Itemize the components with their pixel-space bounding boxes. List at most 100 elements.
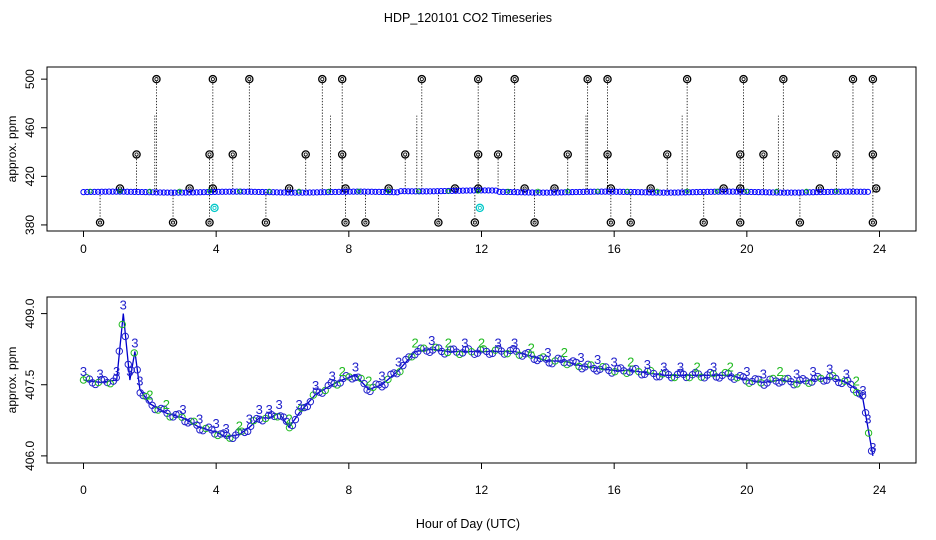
mean-point <box>525 189 532 196</box>
sample-point <box>133 366 141 374</box>
extreme-point <box>662 150 672 159</box>
sample-point <box>121 332 129 341</box>
extreme-point-inner <box>738 186 743 191</box>
mean-point <box>405 188 412 195</box>
mean-point <box>167 189 175 196</box>
sample-point <box>667 373 676 382</box>
top-plot-area <box>80 74 881 227</box>
mean-point <box>609 188 616 195</box>
extreme-point-inner <box>98 220 103 225</box>
sample-count-label: 3 <box>869 440 876 455</box>
extreme-point <box>115 184 125 193</box>
mean-point <box>813 189 820 196</box>
sample-point <box>396 367 404 376</box>
extreme-point <box>759 150 768 159</box>
mean-point <box>766 189 773 196</box>
extreme-point <box>735 218 745 227</box>
sample-count-label: 3 <box>329 369 336 384</box>
mean-point <box>828 188 835 195</box>
mean-point <box>817 188 824 196</box>
top-x-tick-label: 8 <box>345 242 352 256</box>
mean-point <box>412 188 419 195</box>
extreme-point-inner <box>117 186 122 191</box>
top-x-tick-label: 0 <box>80 242 87 256</box>
mean-point <box>547 189 554 196</box>
sample-count-label: 3 <box>113 364 120 379</box>
sample-count-label: 2 <box>528 340 535 355</box>
mean-point <box>226 188 233 195</box>
extreme-point <box>606 184 616 193</box>
mean-point <box>361 188 368 195</box>
sample-count-label: 3 <box>660 359 667 374</box>
extreme-point <box>205 150 214 159</box>
sample-point <box>790 381 798 389</box>
mean-point <box>131 188 138 195</box>
extreme-point <box>210 203 219 213</box>
mean-point <box>397 188 405 195</box>
mean-point <box>686 189 693 196</box>
mean-point <box>328 188 335 196</box>
top-y-axis: 380 420 460 500 <box>23 69 47 235</box>
mean-point <box>375 188 383 195</box>
bottom-x-tick-label: 24 <box>873 483 887 497</box>
bottom-x-tick-label: 0 <box>80 483 87 497</box>
top-y-tick-label: 500 <box>23 69 37 89</box>
mean-point <box>740 188 747 195</box>
mean-point <box>842 188 850 195</box>
top-x-tick-label: 4 <box>213 242 220 256</box>
sample-count-label: 2 <box>146 388 153 403</box>
top-plot-frame <box>46 66 917 232</box>
mean-point <box>616 188 623 195</box>
extreme-point <box>95 218 105 227</box>
mean-point <box>120 188 127 195</box>
mean-point <box>478 187 485 194</box>
mean-point <box>197 189 204 196</box>
mean-point <box>80 189 87 196</box>
mean-point-2 <box>266 188 272 194</box>
mean-point <box>689 189 696 196</box>
extreme-point-inner <box>565 152 570 157</box>
extreme-point-inner <box>303 152 308 157</box>
mean-point <box>696 188 704 196</box>
sample-count-label: 2 <box>478 336 485 351</box>
sample-count-label: 3 <box>120 298 127 313</box>
extreme-point <box>510 74 519 84</box>
extreme-point-inner <box>477 205 482 210</box>
extreme-point <box>493 150 503 159</box>
mean-point <box>846 188 853 195</box>
mean-point-2 <box>475 188 481 194</box>
extreme-point-inner <box>738 152 743 157</box>
extreme-point-inner <box>207 152 212 157</box>
extreme-point-inner <box>608 220 613 225</box>
mean-point <box>806 189 813 196</box>
mean-point <box>463 187 470 194</box>
mean-point <box>332 188 339 196</box>
extreme-point <box>626 218 636 227</box>
mean-point <box>864 188 872 195</box>
mean-point <box>554 189 561 196</box>
sample-count-label: 2 <box>339 364 346 379</box>
mean-point <box>467 187 474 194</box>
mean-point <box>277 189 284 196</box>
mean-point-2 <box>236 188 242 194</box>
sample-point <box>751 375 759 383</box>
mean-point <box>430 188 437 195</box>
sample-count-label: 3 <box>276 397 283 412</box>
extreme-point <box>475 203 485 213</box>
extreme-point <box>779 74 788 84</box>
mean-point <box>401 188 408 195</box>
sample-count-label: 2 <box>163 397 170 412</box>
top-x-tick-label: 16 <box>607 242 621 256</box>
sample-count-label: 2 <box>445 336 452 351</box>
extreme-point <box>603 150 612 159</box>
sample-count-label: 2 <box>561 345 568 360</box>
extreme-point-inner <box>419 77 424 82</box>
sample-count-label: 3 <box>826 362 833 377</box>
mean-point <box>489 187 496 194</box>
mean-point <box>310 189 317 196</box>
mean-point-2 <box>177 188 183 194</box>
mean-point <box>259 188 266 196</box>
sample-point <box>115 347 124 355</box>
mean-point <box>762 189 769 196</box>
sample-count-label: 3 <box>843 366 850 381</box>
